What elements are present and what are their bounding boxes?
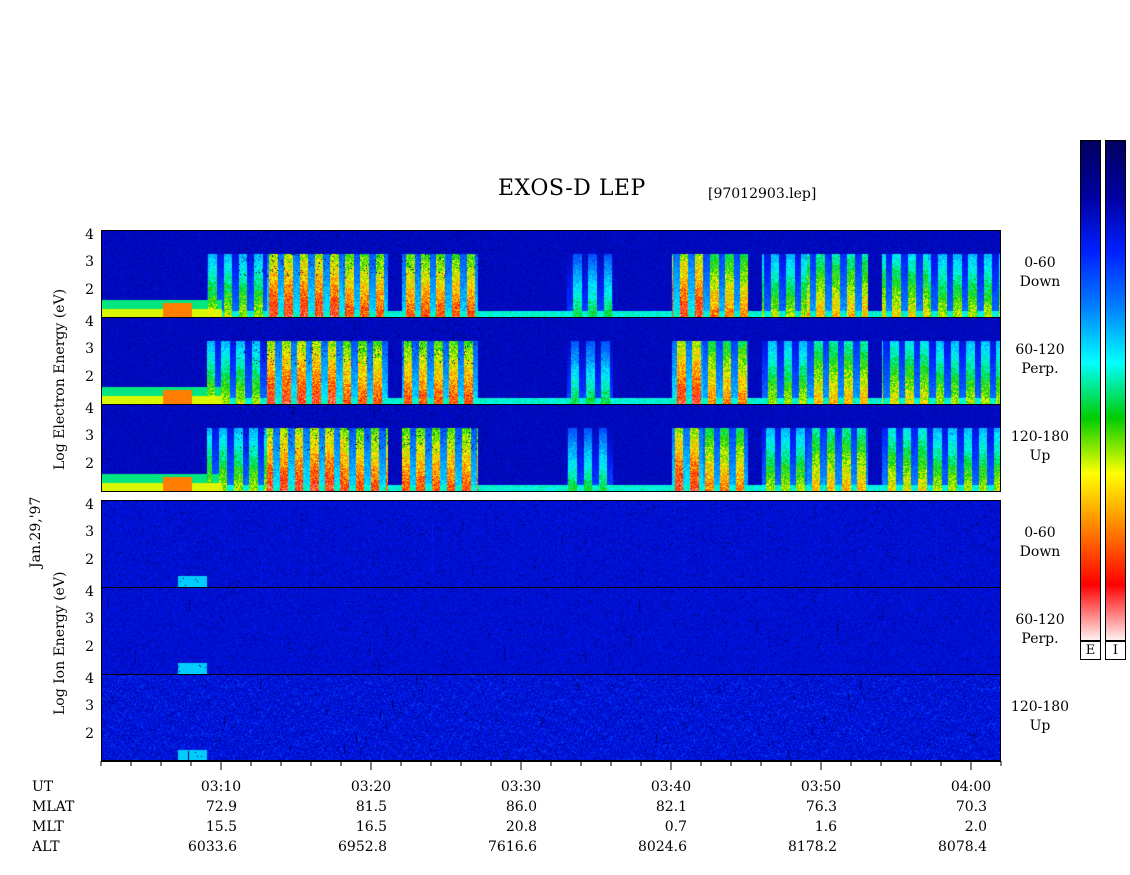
alt-value: 8078.4 <box>938 839 987 855</box>
y-tick-label: 2 <box>85 725 94 742</box>
alt-value: 6952.8 <box>338 839 387 855</box>
colorbar-label-i: I <box>1105 641 1126 660</box>
y-tick-label: 2 <box>85 281 94 298</box>
y-tick-label: 4 <box>85 313 94 330</box>
alt-value: 8178.2 <box>788 839 837 855</box>
x-tick-label: 03:10 <box>200 779 242 795</box>
mlat-value: 72.9 <box>205 799 237 815</box>
row-label-ut: UT <box>32 779 54 795</box>
y-axis-label-ion: Log Ion Energy (eV) <box>52 571 68 715</box>
alt-value: 7616.6 <box>488 839 537 855</box>
x-tick-label: 03:50 <box>800 779 842 795</box>
colorbar-ion <box>1105 140 1126 641</box>
x-tick-label: 03:40 <box>650 779 692 795</box>
mlat-value: 70.3 <box>955 799 987 815</box>
spectrogram-panel-electron-up <box>101 404 1001 492</box>
colorbar-label-e: E <box>1080 641 1101 660</box>
mlat-value: 82.1 <box>655 799 687 815</box>
mlt-value: 1.6 <box>814 819 837 835</box>
chart-title: EXOS-D LEP <box>498 176 646 201</box>
mlat-value: 76.3 <box>805 799 837 815</box>
x-tick-label: 04:00 <box>950 779 992 795</box>
range-label-electron-up: 120-180 Up <box>1010 429 1070 464</box>
file-name: [97012903.lep] <box>708 186 817 202</box>
y-tick-label: 4 <box>85 670 94 687</box>
y-tick-label: 4 <box>85 583 94 600</box>
alt-value: 8024.6 <box>638 839 687 855</box>
y-tick-label: 2 <box>85 551 94 568</box>
range-label-ion-up: 120-180 Up <box>1010 699 1070 734</box>
y-tick-label: 3 <box>85 524 94 540</box>
y-tick-label: 3 <box>85 341 94 357</box>
mlt-value: 0.7 <box>664 819 687 835</box>
spectrogram-panel-ion-up <box>101 674 1001 762</box>
y-tick-label: 4 <box>85 226 94 243</box>
y-tick-label: 2 <box>85 368 94 385</box>
spectrogram-panel-electron-perp <box>101 317 1001 405</box>
y-tick-label: 4 <box>85 400 94 417</box>
row-label-mlt: MLT <box>32 819 64 835</box>
colorbar-electron <box>1080 140 1101 641</box>
mlat-value: 81.5 <box>355 799 387 815</box>
range-label-ion-perp: 60-120 Perp. <box>1015 612 1065 647</box>
x-axis <box>100 760 1002 770</box>
y-tick-label: 2 <box>85 455 94 472</box>
y-tick-label: 2 <box>85 638 94 655</box>
range-label-electron-perp: 60-120 Perp. <box>1015 342 1065 377</box>
y-tick-label: 3 <box>85 428 94 444</box>
x-tick-label: 03:20 <box>350 779 392 795</box>
mlt-value: 16.5 <box>355 819 387 835</box>
spectrogram-panel-ion-perp <box>101 587 1001 675</box>
y-tick-label: 3 <box>85 611 94 627</box>
range-label-electron-down: 0-60 Down <box>1019 255 1061 290</box>
mlt-value: 2.0 <box>964 819 987 835</box>
row-label-mlat: MLAT <box>32 799 75 815</box>
y-tick-label: 3 <box>85 698 94 714</box>
spectrogram-panel-electron-down <box>101 230 1001 318</box>
y-tick-label: 3 <box>85 254 94 270</box>
y-tick-label: 4 <box>85 496 94 513</box>
mlt-value: 15.5 <box>205 819 237 835</box>
mlt-value: 20.8 <box>505 819 537 835</box>
x-tick-label: 03:30 <box>500 779 542 795</box>
range-label-ion-down: 0-60 Down <box>1019 525 1061 560</box>
mlat-value: 86.0 <box>505 799 537 815</box>
row-label-alt: ALT <box>32 839 60 855</box>
y-axis-label-electron: Log Electron Energy (eV) <box>52 288 68 470</box>
alt-value: 6033.6 <box>188 839 237 855</box>
date-label: Jan.29,'97 <box>28 496 44 568</box>
spectrogram-panel-ion-down <box>101 500 1001 588</box>
